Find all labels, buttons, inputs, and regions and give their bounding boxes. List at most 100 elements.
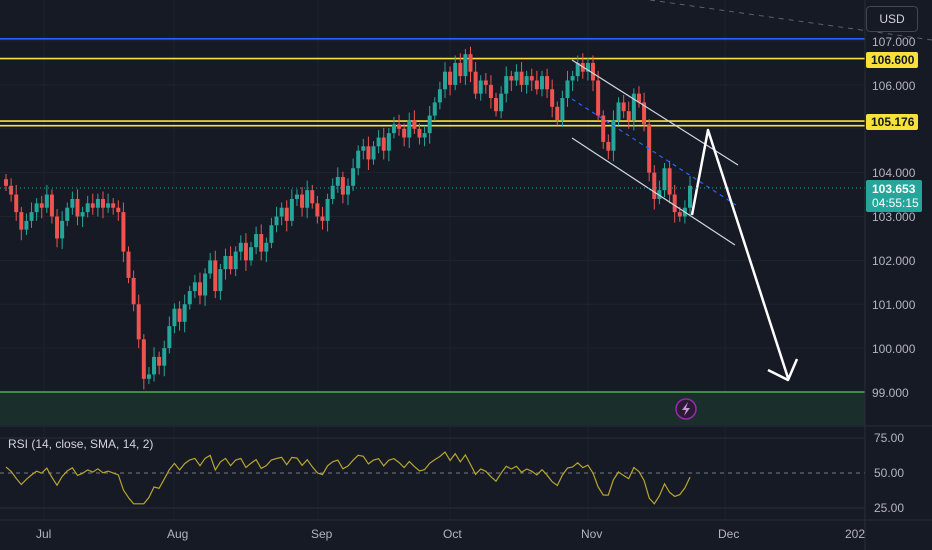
candle-body	[4, 179, 8, 186]
time-tick: Aug	[167, 527, 188, 541]
countdown-label: 04:55:15	[872, 196, 919, 210]
candle-body	[565, 80, 570, 99]
time-tick: Nov	[581, 527, 602, 541]
price-axis[interactable]: 107.000 106.000 104.000 103.000 102.000 …	[872, 35, 916, 400]
candle-body	[126, 251, 131, 278]
currency-selector-button[interactable]: USD	[866, 6, 918, 32]
time-tick: Sep	[311, 527, 333, 541]
candle-body	[269, 225, 274, 243]
candle-body	[550, 89, 555, 107]
candle-body	[591, 62, 596, 81]
candle-body	[437, 89, 442, 103]
candle-body	[284, 207, 289, 221]
candle-body	[60, 220, 65, 239]
candle-body	[300, 194, 305, 208]
candle-body	[596, 80, 601, 116]
rsi-tick: 75.00	[874, 431, 904, 445]
candle-body	[177, 308, 182, 322]
candle-body	[259, 234, 264, 252]
candle-body	[315, 203, 320, 217]
channel-mid-line[interactable]	[571, 98, 737, 206]
price-tick: 107.000	[872, 35, 916, 49]
candle-body	[121, 212, 126, 252]
candle-body	[412, 119, 417, 129]
current-price-tag	[866, 180, 922, 212]
candle-body	[80, 212, 85, 217]
candle-body	[539, 76, 544, 90]
candles	[4, 46, 692, 390]
rsi-axis: 75.00 50.00 25.00	[874, 431, 904, 515]
candle-body	[453, 62, 458, 85]
candle-body	[361, 146, 366, 151]
candle-body	[233, 251, 238, 270]
candle-body	[249, 247, 254, 261]
projection-arrows[interactable]	[690, 128, 799, 382]
candle-body	[381, 137, 386, 151]
candle-body	[662, 168, 667, 191]
candle-body	[560, 98, 565, 120]
price-tick: 101.000	[872, 298, 916, 312]
candle-body	[49, 194, 54, 217]
candle-body	[187, 291, 192, 305]
lightning-icon[interactable]	[675, 398, 697, 420]
candle-body	[371, 146, 376, 160]
candle-body	[642, 102, 647, 125]
candle-body	[65, 207, 70, 221]
descending-channel[interactable]	[571, 59, 739, 246]
candle-body	[611, 119, 616, 151]
candle-body	[432, 102, 437, 116]
candle-body	[203, 273, 208, 296]
trend-line-dashed[interactable]	[649, 0, 932, 41]
candle-body	[402, 128, 407, 138]
projection-arrow-path[interactable]	[690, 128, 790, 379]
candle-body	[575, 62, 580, 77]
candle-body	[442, 71, 447, 90]
candle-body	[351, 168, 356, 186]
candle-body	[534, 80, 539, 90]
candle-body	[688, 185, 692, 208]
candle-body	[488, 84, 493, 99]
candle-body	[606, 141, 611, 151]
candle-body	[100, 198, 105, 208]
candle-body	[19, 212, 24, 230]
candle-body	[672, 194, 677, 213]
candle-body	[116, 207, 121, 213]
candle-body	[652, 172, 657, 199]
candle-body	[90, 203, 95, 208]
time-axis[interactable]: Jul Aug Sep Oct Nov Dec 202	[36, 527, 865, 541]
candle-body	[182, 304, 187, 322]
candle-body	[141, 339, 146, 379]
rsi-line	[5, 451, 691, 505]
horizontal-levels[interactable]	[0, 38, 865, 393]
time-tick: Jul	[36, 527, 51, 541]
candle-body	[305, 190, 310, 208]
channel-upper-line[interactable]	[571, 59, 739, 166]
candle-body	[213, 260, 218, 292]
candle-body	[70, 198, 75, 208]
price-tick: 102.000	[872, 254, 916, 268]
candle-body	[14, 194, 19, 213]
resistance-high-label: 106.600	[871, 53, 915, 67]
candle-body	[325, 198, 330, 221]
channel-lower-line[interactable]	[571, 137, 736, 246]
candle-body	[356, 150, 361, 169]
candle-body	[228, 255, 233, 270]
price-tick: 99.000	[872, 386, 909, 400]
candle-body	[340, 177, 345, 195]
resistance-high-tag	[866, 52, 918, 68]
candle-body	[264, 242, 269, 252]
candle-body	[636, 93, 641, 103]
candle-body	[499, 93, 504, 112]
candle-body	[279, 207, 284, 217]
candle-body	[626, 111, 631, 120]
candle-body	[519, 71, 524, 85]
candle-body	[223, 255, 228, 270]
candle-body	[197, 282, 202, 296]
candle-body	[167, 326, 172, 349]
candle-body	[545, 76, 550, 90]
candle-body	[95, 198, 100, 208]
candle-body	[463, 54, 468, 77]
candle-body	[407, 119, 412, 138]
